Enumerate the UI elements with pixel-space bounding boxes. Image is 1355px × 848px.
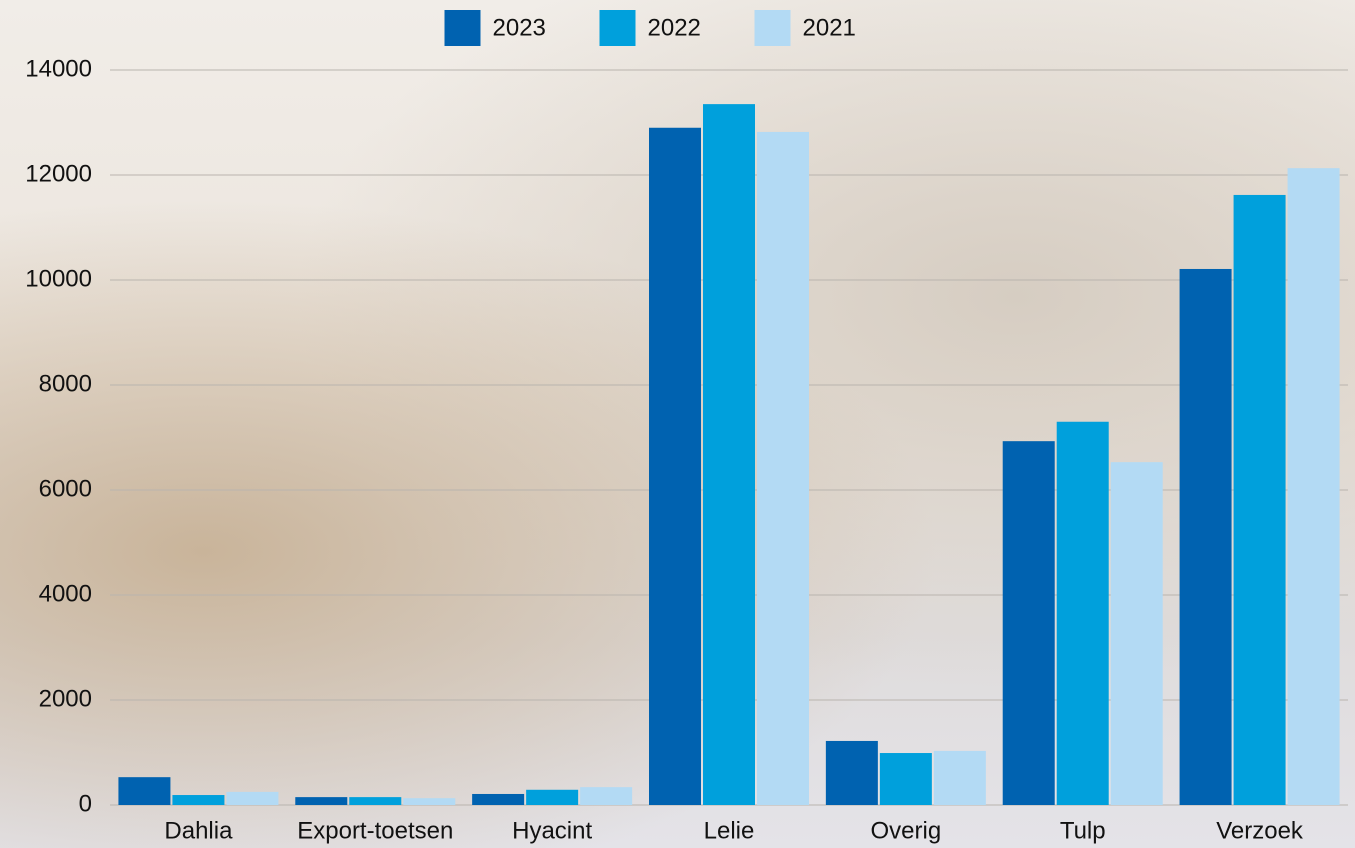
y-tick-label: 14000 xyxy=(25,55,92,82)
x-tick-label: Dahlia xyxy=(164,817,233,844)
y-tick-label: 6000 xyxy=(39,475,92,502)
bar xyxy=(1057,422,1109,805)
y-tick-label: 8000 xyxy=(39,370,92,397)
bar xyxy=(226,792,278,805)
y-tick-label: 2000 xyxy=(39,685,92,712)
bar xyxy=(1003,441,1055,805)
x-tick-label: Overig xyxy=(871,817,942,844)
legend-label: 2022 xyxy=(648,14,701,41)
bar xyxy=(1234,195,1286,805)
bar xyxy=(349,797,401,805)
bar xyxy=(580,787,632,805)
x-tick-label: Export-toetsen xyxy=(297,817,453,844)
y-tick-label: 12000 xyxy=(25,160,92,187)
bar xyxy=(1111,462,1163,805)
chart: 0 2000 4000 6000 8000 10000 12000 14000 Dahlia Ex… xyxy=(0,0,1355,848)
legend-swatch xyxy=(755,10,791,46)
x-tick-label: Lelie xyxy=(704,817,755,844)
bar xyxy=(1288,168,1340,805)
bar xyxy=(1180,269,1232,805)
y-tick-label: 10000 xyxy=(25,265,92,292)
bar xyxy=(172,795,224,805)
bar xyxy=(118,777,170,805)
bar xyxy=(703,104,755,805)
bar xyxy=(826,741,878,805)
legend-label: 2023 xyxy=(493,14,546,41)
bar xyxy=(472,794,524,805)
legend-swatch xyxy=(600,10,636,46)
legend-swatch xyxy=(445,10,481,46)
bar xyxy=(934,751,986,805)
bar xyxy=(757,132,809,805)
bar xyxy=(403,798,455,805)
y-tick-label: 0 xyxy=(79,790,92,817)
bar xyxy=(649,128,701,805)
x-tick-label: Verzoek xyxy=(1216,817,1304,844)
page: {"chart_data": {"type": "bar", "categori… xyxy=(0,0,1355,848)
y-tick-label: 4000 xyxy=(39,580,92,607)
x-tick-label: Tulp xyxy=(1060,817,1106,844)
bar xyxy=(880,753,932,805)
legend-label: 2021 xyxy=(803,14,856,41)
bar xyxy=(295,797,347,805)
bar xyxy=(526,790,578,805)
x-tick-label: Hyacint xyxy=(512,817,592,844)
